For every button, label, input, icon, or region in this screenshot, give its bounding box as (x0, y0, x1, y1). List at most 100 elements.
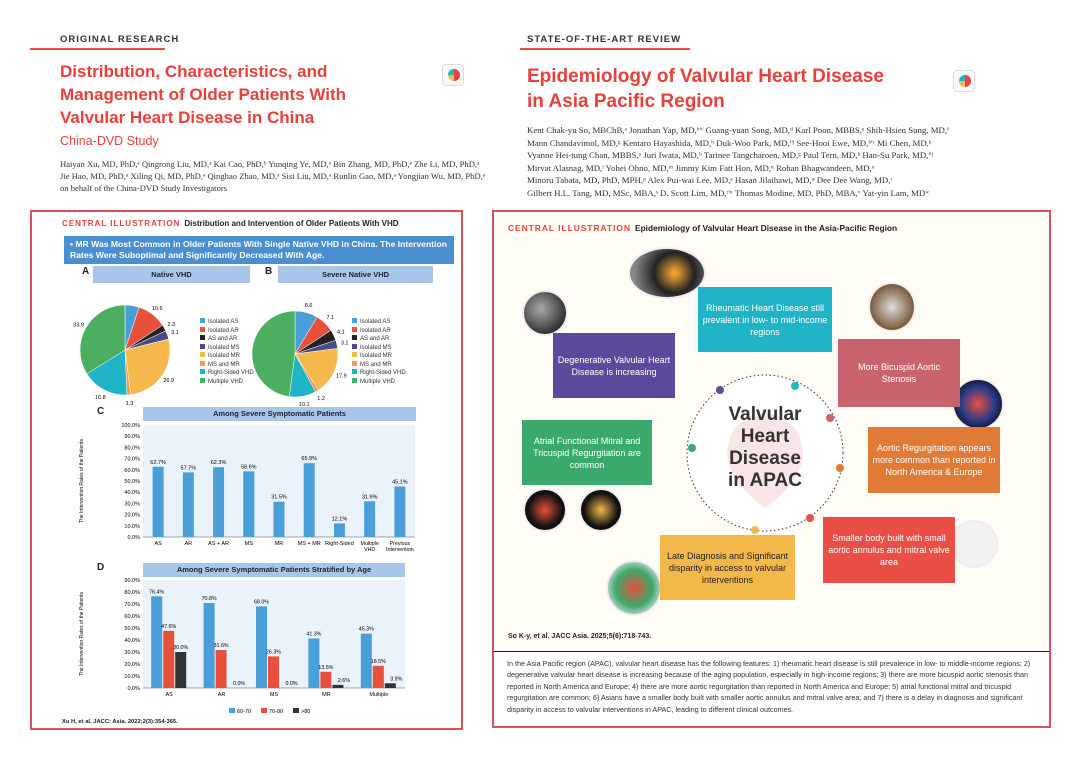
map-image (606, 560, 662, 616)
bar (203, 603, 215, 688)
slice-label: 1.3 (126, 401, 134, 405)
legend-swatch (261, 708, 267, 713)
y-axis-label: The Intervention Rates of the Patients (79, 439, 85, 523)
y-tick-label: 50.0% (124, 626, 140, 632)
bar (332, 684, 344, 688)
bar-value-label: 57.7% (181, 465, 197, 471)
ring-dot (836, 464, 844, 472)
ring-dot (688, 444, 696, 452)
x-tick-label: Right-Sided (325, 541, 354, 547)
echo-image (579, 488, 623, 532)
bar (303, 463, 315, 537)
kicker-rule (520, 48, 690, 50)
bar-value-label: 2.6% (338, 678, 350, 684)
y-tick-label: 0.0% (127, 535, 140, 541)
bar-value-label: 41.3% (306, 631, 321, 637)
person-icon (950, 520, 998, 568)
ring-dot (806, 514, 814, 522)
slice-label: 4.1 (337, 330, 345, 336)
author-line: Kent Chak-yu So, MBChB,ᵃ Jonathan Yap, M… (527, 125, 949, 135)
title-line: Valvular Heart Disease in China (60, 108, 315, 127)
crossmark-icon[interactable] (953, 70, 975, 92)
ct-image (522, 290, 568, 336)
bar (394, 486, 406, 537)
y-tick-label: 90.0% (124, 434, 140, 440)
legend-item: Right-Sided VHD (352, 369, 406, 378)
y-tick-label: 70.0% (124, 602, 140, 608)
panel-title: Among Severe Symptomatic Patients Strati… (143, 563, 405, 577)
slice-label: 5.1 (130, 300, 138, 302)
callout-text: Degenerative Valvular Heart Disease is i… (557, 354, 671, 377)
y-tick-label: 80.0% (124, 590, 140, 596)
center-line: in APAC (728, 470, 802, 491)
pie-slice (251, 310, 296, 397)
slice-label: 3.1 (341, 340, 349, 346)
y-tick-label: 20.0% (124, 662, 140, 668)
crossmark-icon[interactable] (442, 64, 464, 86)
x-tick-label: MS (270, 692, 279, 698)
panel-label: D (97, 562, 105, 573)
legend-item: Isolated AR (200, 326, 254, 336)
title-line: in Asia Pacific Region (527, 91, 725, 112)
bar (333, 523, 345, 537)
slice-label: 7.1 (326, 315, 334, 321)
callout-aortic-regurgitation: Aortic Regurgitation appears more common… (868, 427, 1000, 493)
y-axis-label: The Intervention Rates of the Patients (79, 592, 85, 676)
bar-value-label: 31.5% (271, 495, 287, 501)
echo-image (628, 247, 706, 299)
legend-item: Isolated MS (200, 343, 254, 353)
legend-item: AS and AR (200, 335, 254, 344)
bar-value-label: 47.6% (161, 624, 176, 630)
legend-item: MS and MR (200, 360, 254, 370)
x-tick-label: MR (275, 541, 284, 547)
y-tick-label: 100.0% (121, 423, 140, 429)
y-tick-label: 50.0% (124, 479, 140, 485)
callout-late-diagnosis: Late Diagnosis and Significant disparity… (660, 535, 795, 600)
bar (360, 633, 372, 688)
bar (268, 656, 279, 688)
ci-label: CENTRAL ILLUSTRATION (62, 219, 181, 228)
bar (372, 665, 384, 688)
ring-dot (751, 526, 759, 534)
doppler-image (952, 378, 1004, 430)
citation-left: Xu H, et al. JACC: Asia. 2022;2(3):354-3… (62, 719, 178, 725)
author-line: Minoru Tabata, MD, PhD, MPH,ᵖ Alex Pui-w… (527, 175, 893, 185)
pie-chart-native: 5.1 10.6 2.3 3.1 26.9 1.3 16.8 33.9 (73, 300, 178, 405)
x-tick-label: AS (154, 541, 162, 547)
ring-dot (716, 386, 724, 394)
callout-degenerative: Degenerative Valvular Heart Disease is i… (553, 333, 675, 398)
bar-chart-by-age: 0.0% 10.0% 20.0% 30.0% 40.0% 50.0% 60.0% 70.0% 8… (79, 578, 405, 715)
article-title-left: Distribution, Characteristics, and Manag… (60, 60, 346, 129)
article-type-left: ORIGINAL RESEARCH (60, 34, 180, 45)
bar-value-label: 18.5% (371, 659, 386, 665)
bar-value-label: 12.1% (332, 516, 348, 522)
x-tick-label: Multiple (361, 541, 379, 547)
author-line: Gilbert H.L. Tang, MD, MSc, MBA,ˢ D. Sco… (527, 187, 929, 198)
author-line: Haiyan Xu, MD, PhD,ᵃ Qingrong Liu, MD,ᵃ … (60, 159, 480, 169)
pie-slice (79, 304, 126, 375)
panel-label: C (97, 406, 105, 417)
legend-item: Isolated AR (352, 326, 406, 336)
bar-value-label: 68.0% (254, 599, 269, 605)
callout-text: Atrial Functional Mitral and Tricuspid R… (533, 435, 641, 470)
y-tick-label: 40.0% (124, 490, 140, 496)
bar-value-label: 31.9% (362, 494, 378, 500)
echo-image (523, 488, 567, 532)
callout-atrial-functional: Atrial Functional Mitral and Tricuspid R… (522, 420, 652, 485)
slice-label: 10.6 (152, 306, 163, 312)
article-title-right: Epidemiology of Valvular Heart Disease i… (527, 64, 884, 114)
y-tick-label: 40.0% (124, 638, 140, 644)
bar (320, 671, 332, 688)
slice-label: 17.9 (336, 373, 347, 379)
bar-value-label: 62.7% (150, 460, 166, 466)
panel-title: Severe Native VHD (278, 266, 433, 283)
author-line: Mirvat Alasnag, MD,ˡ Yohei Ohno, MD,ᵐ Ji… (527, 162, 875, 173)
bar-value-label: 58.6% (241, 464, 257, 470)
bar (243, 471, 255, 537)
y-tick-label: 30.0% (124, 650, 140, 656)
bar-value-label: 45.3% (359, 627, 374, 633)
bar-value-label: 0.0% (285, 681, 297, 687)
pie-legend: Isolated AS Isolated AR AS and AR Isolated … (352, 318, 406, 386)
pie-chart-severe: 8.67.14.13.117.91.210.147.8 (251, 303, 349, 407)
bar (151, 596, 163, 688)
